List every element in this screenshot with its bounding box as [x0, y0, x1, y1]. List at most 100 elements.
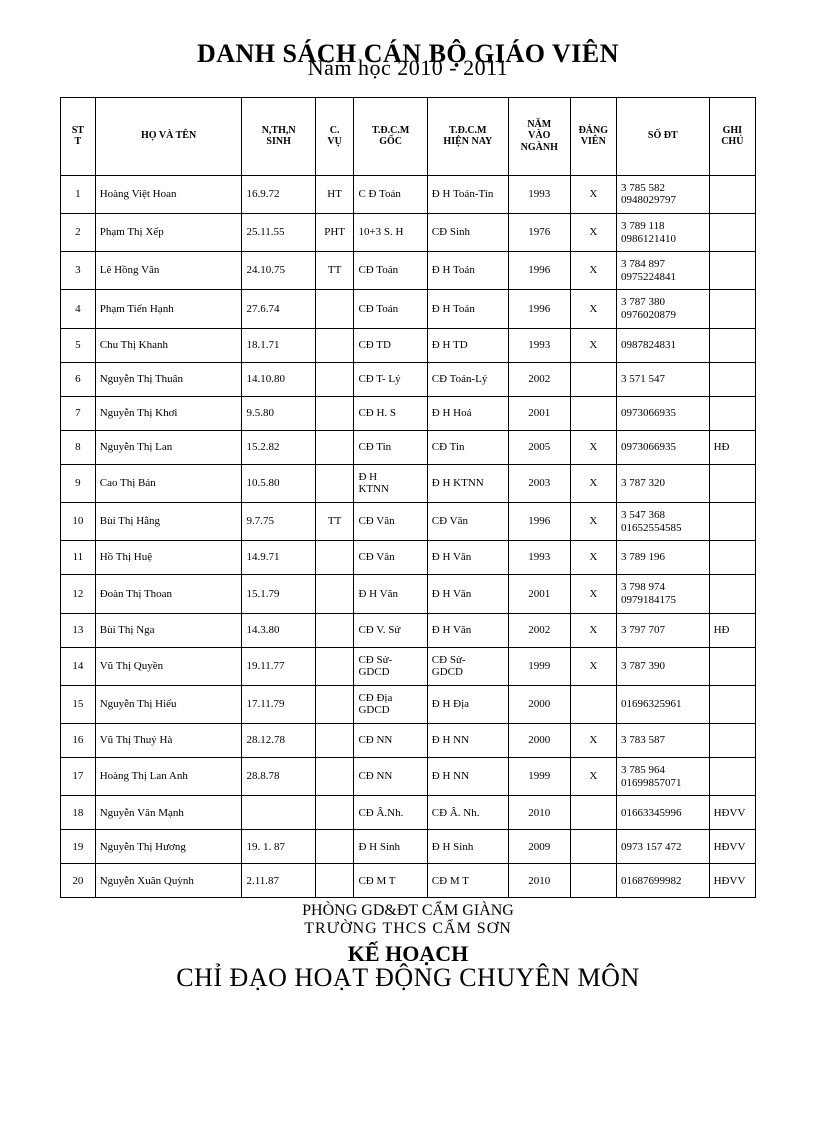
footer-dept: PHÒNG GD&ĐT CẨM GIÀNG — [60, 902, 756, 920]
col-header-note: GHI CHÚ — [709, 97, 755, 175]
cell-dob: 19. 1. 87 — [242, 830, 315, 864]
cell-phone: 3 789 118 0986121410 — [616, 213, 709, 251]
cell-year: 1996 — [508, 252, 570, 290]
cell-year: 2002 — [508, 362, 570, 396]
table-row: 12Đoàn Thị Thoan15.1.79Đ H VănĐ H Văn200… — [61, 575, 756, 613]
cell-dob: 25.11.55 — [242, 213, 315, 251]
table-row: 18 Nguyễn Văn MạnhCĐ Â.Nh.CĐ Â. Nh.20100… — [61, 796, 756, 830]
table-row: 1Hoàng Việt Hoan16.9.72HTC Đ ToánĐ H Toá… — [61, 175, 756, 213]
col-header-deg1: T.Đ.C.M GỐC — [354, 97, 427, 175]
cell-deg2: CĐ Â. Nh. — [427, 796, 508, 830]
cell-dob: 28.12.78 — [242, 724, 315, 758]
cell-dob: 24.10.75 — [242, 252, 315, 290]
staff-table: ST THỌ VÀ TÊNN,TH,N SINHC. VỤT.Đ.C.M GỐC… — [60, 97, 756, 899]
cell-pos — [315, 396, 354, 430]
cell-deg1: CĐ M T — [354, 864, 427, 898]
cell-note — [709, 541, 755, 575]
cell-stt: 2 — [61, 213, 96, 251]
cell-party: X — [570, 290, 616, 328]
cell-deg2: Đ H Văn — [427, 541, 508, 575]
col-header-deg2: T.Đ.C.M HIỆN NAY — [427, 97, 508, 175]
cell-deg2: Đ H Văn — [427, 613, 508, 647]
cell-name: Nguyễn Thị Hiếu — [95, 685, 242, 723]
col-header-phone: SỐ ĐT — [616, 97, 709, 175]
table-row: 2Phạm Thị Xếp25.11.55PHT10+3 S. HCĐ Sinh… — [61, 213, 756, 251]
cell-party: X — [570, 464, 616, 502]
cell-dob: 16.9.72 — [242, 175, 315, 213]
cell-phone: 3 787 390 — [616, 647, 709, 685]
cell-dob: 9.5.80 — [242, 396, 315, 430]
cell-party — [570, 362, 616, 396]
cell-deg1: CĐ H. S — [354, 396, 427, 430]
cell-phone: 0973066935 — [616, 396, 709, 430]
cell-dob: 14.3.80 — [242, 613, 315, 647]
table-row: 17Hoàng Thị Lan Anh28.8.78CĐ NNĐ H NN199… — [61, 758, 756, 796]
cell-deg1: C Đ Toán — [354, 175, 427, 213]
table-row: 13Bùi Thị Nga14.3.80CĐ V. SửĐ H Văn2002X… — [61, 613, 756, 647]
cell-deg1: CĐ Â.Nh. — [354, 796, 427, 830]
cell-pos — [315, 796, 354, 830]
cell-dob: 14.9.71 — [242, 541, 315, 575]
cell-party — [570, 396, 616, 430]
table-row: 14Vũ Thị Quyền19.11.77CĐ Sử- GDCDCĐ Sử- … — [61, 647, 756, 685]
cell-pos — [315, 758, 354, 796]
cell-deg2: Đ H Toán — [427, 252, 508, 290]
cell-deg1: Đ H KTNN — [354, 464, 427, 502]
table-body: 1Hoàng Việt Hoan16.9.72HTC Đ ToánĐ H Toá… — [61, 175, 756, 898]
cell-note — [709, 175, 755, 213]
cell-pos — [315, 362, 354, 396]
cell-deg1: CĐ Sử- GDCD — [354, 647, 427, 685]
cell-name: Nguyễn Văn Mạnh — [95, 796, 242, 830]
cell-stt: 3 — [61, 252, 96, 290]
cell-name: Hoàng Việt Hoan — [95, 175, 242, 213]
cell-phone: 3 571 547 — [616, 362, 709, 396]
cell-deg1: CĐ Toán — [354, 290, 427, 328]
cell-party: X — [570, 430, 616, 464]
cell-stt: 15 — [61, 685, 96, 723]
cell-year: 2010 — [508, 864, 570, 898]
cell-name: Lê Hồng Vân — [95, 252, 242, 290]
cell-note: HĐVV — [709, 864, 755, 898]
col-header-year: NĂM VÀO NGÀNH — [508, 97, 570, 175]
cell-year: 1993 — [508, 541, 570, 575]
cell-note: HĐVV — [709, 830, 755, 864]
cell-phone: 3 798 974 0979184175 — [616, 575, 709, 613]
cell-dob: 9.7.75 — [242, 503, 315, 541]
cell-phone: 0987824831 — [616, 328, 709, 362]
cell-note: HĐVV — [709, 796, 755, 830]
cell-dob — [242, 796, 315, 830]
cell-note — [709, 362, 755, 396]
cell-stt: 8 — [61, 430, 96, 464]
cell-deg1: CĐ Tin — [354, 430, 427, 464]
table-row: 7Nguyễn Thị Khơi9.5.80CĐ H. SĐ H Hoá2001… — [61, 396, 756, 430]
cell-year: 2000 — [508, 685, 570, 723]
cell-name: Phạm Thị Xếp — [95, 213, 242, 251]
cell-note — [709, 328, 755, 362]
table-row: 15Nguyễn Thị Hiếu17.11.79CĐ Địa GDCDĐ H … — [61, 685, 756, 723]
cell-year: 2010 — [508, 796, 570, 830]
cell-note — [709, 758, 755, 796]
cell-name: Vũ Thị Thuý Hà — [95, 724, 242, 758]
cell-dob: 19.11.77 — [242, 647, 315, 685]
cell-phone: 0973066935 — [616, 430, 709, 464]
cell-stt: 7 — [61, 396, 96, 430]
table-row: 11Hồ Thị Huệ14.9.71CĐ VănĐ H Văn1993X3 7… — [61, 541, 756, 575]
cell-phone: 01696325961 — [616, 685, 709, 723]
table-row: 20 Nguyễn Xuân Quỳnh2.11.87CĐ M TCĐ M T2… — [61, 864, 756, 898]
table-head: ST THỌ VÀ TÊNN,TH,N SINHC. VỤT.Đ.C.M GỐC… — [61, 97, 756, 175]
cell-party: X — [570, 175, 616, 213]
cell-pos — [315, 541, 354, 575]
cell-pos — [315, 685, 354, 723]
cell-note — [709, 396, 755, 430]
cell-name: Chu Thị Khanh — [95, 328, 242, 362]
cell-phone: 3 785 964 01699857071 — [616, 758, 709, 796]
cell-year: 2009 — [508, 830, 570, 864]
cell-name: Đoàn Thị Thoan — [95, 575, 242, 613]
cell-party — [570, 830, 616, 864]
cell-pos — [315, 864, 354, 898]
cell-deg1: CĐ NN — [354, 758, 427, 796]
cell-deg2: Đ H Văn — [427, 575, 508, 613]
cell-name: Vũ Thị Quyền — [95, 647, 242, 685]
cell-deg2: CĐ Toán-Lý — [427, 362, 508, 396]
cell-phone: 3 789 196 — [616, 541, 709, 575]
